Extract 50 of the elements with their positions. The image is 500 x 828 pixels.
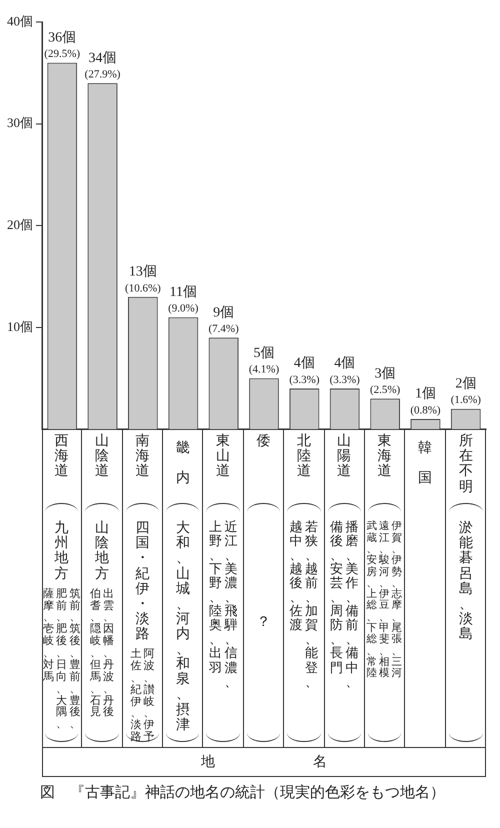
text: 大和、山城、河内、和泉、摂津 bbox=[176, 520, 190, 733]
data-label: 9個 (7.4%) bbox=[208, 304, 240, 335]
y-tick-label: 10個 bbox=[7, 318, 33, 334]
x-tick-label: 西海道 bbox=[54, 433, 70, 482]
text: 四国・紀伊・淡路 bbox=[134, 520, 150, 642]
y-tick-label: 20個 bbox=[7, 217, 33, 232]
text: ？ bbox=[256, 614, 272, 630]
text: 伯耆、隠岐、但馬、石見 bbox=[90, 586, 101, 718]
text: 上野、下野、陸奥、出羽 bbox=[208, 520, 222, 676]
text: 若狭、越前、加賀、能登、 bbox=[304, 520, 318, 690]
text: 筑前、筑後、豊前、豊後、 bbox=[69, 586, 80, 730]
y-tick-label: 40個 bbox=[7, 13, 33, 28]
text: 図 『古事記』神話の地名の統計（現実的色彩をもつ地名） bbox=[40, 783, 446, 803]
text: 阿波、讃岐、伊予 bbox=[142, 647, 155, 744]
x-tick-label: 韓国 bbox=[417, 439, 433, 488]
text: 地名 bbox=[200, 753, 426, 772]
x-tick-label: 山陰道 bbox=[94, 433, 110, 482]
data-label: 2個 (1.6%) bbox=[450, 376, 482, 406]
x-tick-label: 畿内 bbox=[175, 439, 190, 488]
text: 備後、安芸、周防、長門 bbox=[330, 520, 344, 676]
x-tick-label: 山陽道 bbox=[336, 433, 352, 482]
data-label: 5個 (4.1%) bbox=[248, 344, 280, 376]
text: 肥前、肥後、日向、大隅、 bbox=[56, 586, 68, 730]
text: 武蔵、安房、上総、下総、常陸 bbox=[366, 520, 378, 680]
y-tick-label: 30個 bbox=[7, 115, 33, 130]
x-tick-label: 倭 bbox=[256, 433, 272, 452]
data-label: 4個 (3.3%) bbox=[289, 355, 320, 386]
data-label: 3個 (2.5%) bbox=[370, 365, 401, 396]
text: 出雲、因幡、丹波、丹後 bbox=[103, 586, 114, 718]
text: 九州地方 bbox=[54, 520, 70, 582]
text: 薩摩、壱岐、対馬 bbox=[42, 586, 55, 685]
text: 淤能碁呂島、淡島 bbox=[458, 520, 474, 642]
data-label: 34個 (27.9%) bbox=[84, 50, 121, 80]
x-tick-label: 東山道 bbox=[215, 433, 231, 482]
text: 山陰地方 bbox=[94, 520, 110, 582]
data-label: 1個 (0.8%) bbox=[410, 386, 441, 416]
text: 越中、越後、佐渡 bbox=[289, 520, 304, 636]
text: 近江、美濃、飛騨、信濃、 bbox=[224, 520, 238, 690]
text: 土佐、紀伊、淡路 bbox=[130, 647, 142, 744]
data-label: 13個 (10.6%) bbox=[125, 264, 162, 294]
x-tick-label: 北陸道 bbox=[296, 433, 312, 482]
x-tick-label: 所在不明 bbox=[458, 433, 474, 497]
data-label: 36個 (29.5%) bbox=[44, 29, 80, 60]
data-label: 11個 (9.0%) bbox=[168, 284, 199, 315]
text: 播磨、美作、備前、備中、 bbox=[345, 520, 358, 690]
text: 伊賀、伊勢、志摩、尾張、三河 bbox=[392, 520, 403, 680]
x-tick-label: 南海道 bbox=[134, 433, 150, 482]
x-tick-label: 東海道 bbox=[376, 433, 392, 482]
text: 遠江、駿河、伊豆、甲斐、相模 bbox=[379, 520, 390, 680]
data-label: 4個 (3.3%) bbox=[330, 355, 360, 386]
